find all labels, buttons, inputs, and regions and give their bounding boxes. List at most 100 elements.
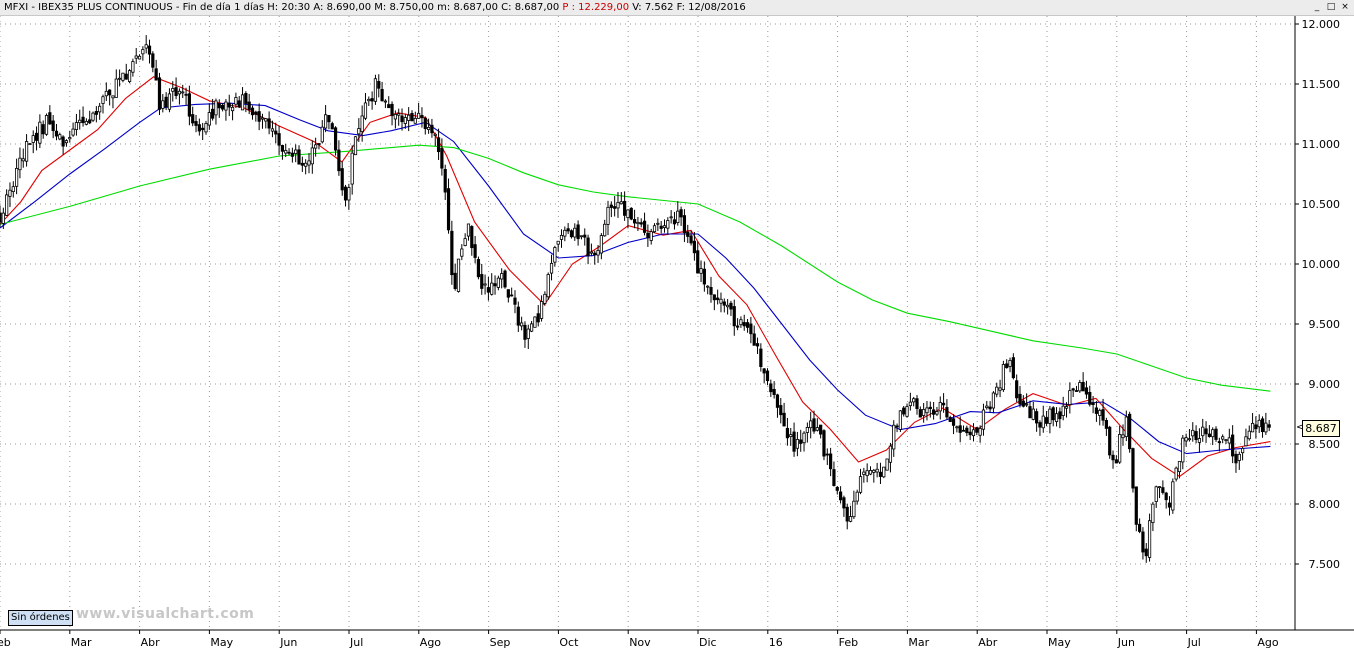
candle-down <box>51 120 55 131</box>
candle-up <box>490 282 494 295</box>
candle-up <box>991 392 996 409</box>
candle-up <box>676 210 680 223</box>
candle-down <box>184 93 188 96</box>
candle-down <box>164 96 168 108</box>
candle-down <box>370 98 374 102</box>
candle-up <box>1068 390 1072 405</box>
candle-up <box>971 429 976 437</box>
candle-up <box>1041 415 1045 429</box>
candle-up <box>905 406 909 417</box>
candle-down <box>928 406 932 410</box>
candle-down <box>613 206 617 209</box>
candle-up <box>5 194 9 216</box>
candle-up <box>71 128 75 136</box>
maximize-icon[interactable]: □ <box>1326 2 1336 12</box>
candle-down <box>1094 407 1099 414</box>
candle-down <box>1138 523 1142 532</box>
candle-down <box>1005 363 1009 369</box>
candle-down <box>446 188 451 231</box>
candle-down <box>1214 428 1218 440</box>
candle-up <box>669 216 673 219</box>
candle-down <box>327 115 331 123</box>
candle-up <box>1250 422 1255 433</box>
candle-down <box>566 228 570 232</box>
candle-up <box>15 167 19 187</box>
candle-down <box>380 88 384 102</box>
candle-up <box>270 128 275 132</box>
candle-up <box>101 96 105 104</box>
candle-up <box>240 94 245 111</box>
orders-button[interactable]: Sin órdenes <box>8 610 73 626</box>
candle-up <box>260 117 265 120</box>
candle-down <box>961 429 966 432</box>
candle-up <box>985 405 989 409</box>
candle-down <box>94 110 98 115</box>
y-tick-label: 7.500 <box>1309 558 1341 571</box>
candle-down <box>1161 487 1165 493</box>
candle-up <box>1177 461 1182 473</box>
candle-up <box>417 112 421 119</box>
candle-down <box>902 407 906 415</box>
candle-down <box>436 137 441 153</box>
candle-down <box>1114 459 1118 464</box>
x-tick-label: Dic <box>699 636 717 649</box>
candle-up <box>998 387 1002 391</box>
candle-down <box>1074 390 1079 392</box>
chart-grid <box>0 16 1295 630</box>
candle-down <box>257 111 261 122</box>
candle-down <box>486 287 491 293</box>
candle-up <box>1187 438 1192 441</box>
candle-down <box>81 116 85 124</box>
candle-down <box>845 506 849 522</box>
candle-down <box>583 234 587 238</box>
candle-down <box>749 323 753 335</box>
candle-down <box>211 108 215 119</box>
candle-up <box>8 189 12 197</box>
candle-down <box>340 168 344 191</box>
price-chart[interactable]: 7.500 8.000 8.500 9.000 9.500 10.000 10.500 11.… <box>0 16 1354 649</box>
candle-down <box>792 431 796 452</box>
candle-up <box>1025 403 1029 406</box>
candle-down <box>503 270 507 288</box>
candle-up <box>134 55 138 59</box>
candle-up <box>529 323 534 332</box>
candle-up <box>234 97 238 105</box>
candle-up <box>413 117 417 124</box>
candle-up <box>1157 486 1162 489</box>
minimize-icon[interactable]: _ <box>1314 2 1320 12</box>
candle-up <box>1247 430 1251 440</box>
candle-down <box>829 453 833 470</box>
candle-down <box>722 301 726 306</box>
candle-up <box>393 113 397 120</box>
candle-up <box>324 114 328 129</box>
candle-up <box>882 466 886 478</box>
candle-down <box>702 268 706 285</box>
candle-up <box>636 221 640 225</box>
candle-down <box>755 343 760 347</box>
candle-down <box>895 425 899 428</box>
x-tick-label: May <box>210 636 233 649</box>
candle-up <box>925 407 929 414</box>
candle-down <box>254 111 258 115</box>
candle-up <box>912 398 916 403</box>
candle-up <box>214 100 218 116</box>
candle-down <box>1111 454 1115 461</box>
candle-up <box>1221 436 1225 440</box>
candle-up <box>363 102 368 119</box>
candle-up <box>1244 436 1248 447</box>
candle-up <box>64 140 69 144</box>
candle-down <box>692 240 696 254</box>
close-icon[interactable]: × <box>1341 2 1349 12</box>
candle-up <box>662 225 667 229</box>
candle-up <box>74 122 79 130</box>
candle-down <box>453 272 457 289</box>
candle-down <box>1058 411 1062 420</box>
candle-up <box>28 143 32 145</box>
candle-down <box>576 224 580 240</box>
candle-up <box>1061 405 1065 417</box>
x-tick-label: May <box>1048 636 1071 649</box>
candle-up <box>104 90 108 97</box>
candle-up <box>599 235 603 254</box>
candle-up <box>294 149 298 154</box>
watermark: www.visualchart.com <box>76 606 255 622</box>
